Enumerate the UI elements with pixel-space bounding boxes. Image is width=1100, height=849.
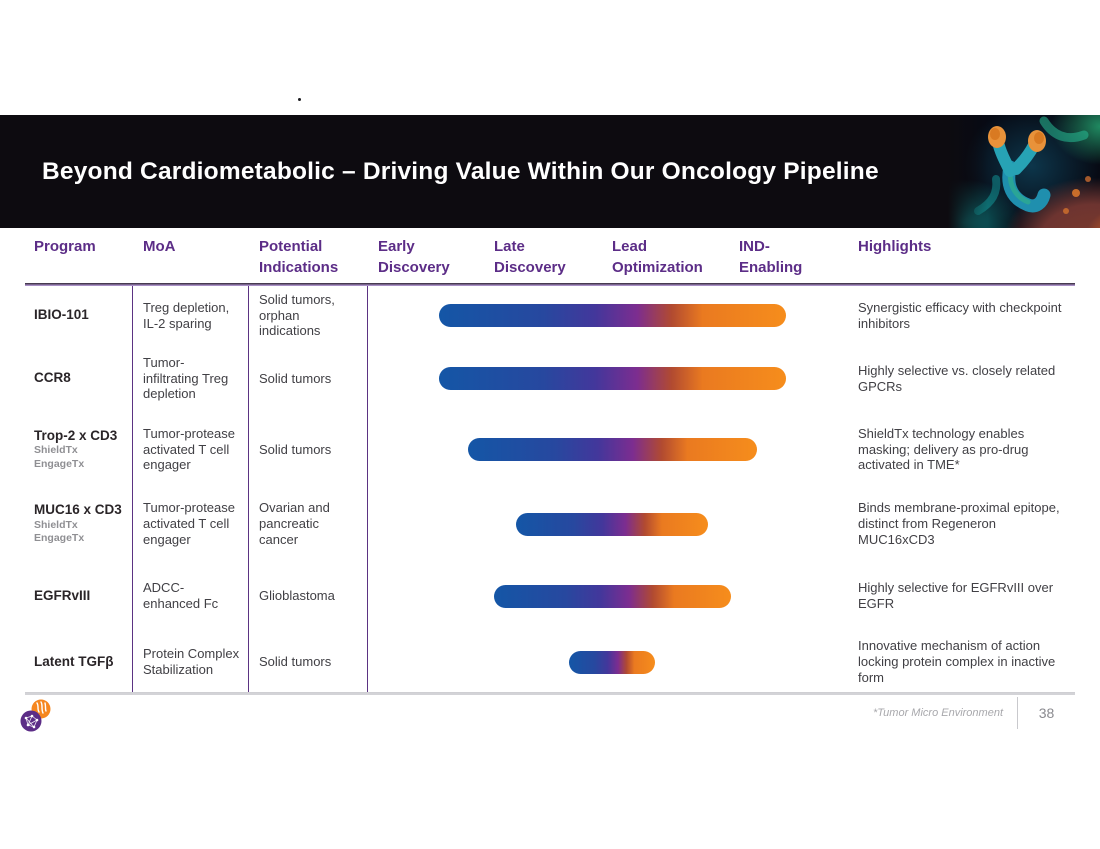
table-row: EGFRvIII ADCC-enhanced Fc Glioblastoma H… [25,561,1075,631]
program-tags: ShieldTx EngageTx [34,519,124,546]
program-cell: EGFRvIII [25,561,133,631]
program-cell: CCR8 [25,345,133,412]
table-header-row: Program MoA Potential Indications Early … [25,228,1075,278]
table-bottom-rule [25,693,1075,695]
highlight-cell: Highly selective vs. closely related GPC… [858,362,1056,394]
program-cell: IBIO-101 [25,286,133,345]
column-header-program: Program [34,238,96,255]
indications-cell: Glioblastoma [249,561,368,631]
indications-cell: Solid tumors [249,631,368,693]
progress-bar [493,584,731,608]
progress-bar [516,512,708,536]
moa-cell: Treg depletion, IL-2 sparing [133,286,249,345]
program-cell: MUC16 x CD3 ShieldTx EngageTx [25,487,133,561]
program-cell: Trop-2 x CD3 ShieldTx EngageTx [25,412,133,487]
indications-cell: Ovarian and pancreatic cancer [249,487,368,561]
program-tag: ShieldTx [34,444,78,457]
table-row: Trop-2 x CD3 ShieldTx EngageTx Tumor-prot… [25,412,1075,487]
program-tag: EngageTx [34,457,85,470]
moa-cell: Tumor-protease activated T cell engager [133,412,249,487]
column-header-early-discovery: Early Discovery [378,238,450,276]
program-name: MUC16 x CD3 [34,502,122,518]
highlight-cell: Highly selective for EGFRvIII over EGFR [858,580,1054,611]
column-header-late-discovery: Late Discovery [494,238,566,276]
program-name: EGFRvIII [34,587,91,603]
stage-progress-cell [368,561,848,631]
footer-divider [1017,697,1018,729]
column-header-lead-optimization: Lead Optimization [612,238,703,276]
page-number: 38 [1038,705,1055,721]
antibody-icon [974,116,1091,215]
indications-cell: Solid tumors, orphan indications [249,286,368,345]
progress-bar [467,438,757,461]
progress-bar [438,304,786,327]
stage-progress-cell [368,412,848,487]
column-header-highlights: Highlights [858,238,932,255]
stray-period-mark [298,98,301,101]
image-fade [948,115,988,228]
moa-cell: Tumor-protease activated T cell engager [133,487,249,561]
program-name: CCR8 [34,370,71,386]
progress-bar [438,367,786,390]
footnote-text: *Tumor Micro Environment [873,707,1003,719]
highlight-cell: ShieldTx technology enables masking; del… [858,425,1029,473]
program-tag: EngageTx [34,532,85,545]
program-cell: Latent TGFβ [25,631,133,693]
stage-progress-cell [368,345,848,412]
program-name: Trop-2 x CD3 [34,427,118,443]
program-tag: ShieldTx [34,518,78,531]
column-header-moa: MoA [143,238,176,255]
column-header-indications: Potential Indications [259,238,339,276]
table-row: CCR8 Tumor-infiltrating Treg depletion S… [25,345,1075,412]
stage-progress-cell [368,286,848,345]
pipeline-rows: IBIO-101 Treg depletion, IL-2 sparing So… [25,286,1075,693]
highlight-cell: Binds membrane-proximal epitope, distinc… [858,500,1060,547]
table-row: IBIO-101 Treg depletion, IL-2 sparing So… [25,286,1075,345]
moa-cell: Tumor-infiltrating Treg depletion [133,345,249,412]
stage-progress-cell [368,631,848,693]
footer-row: *Tumor Micro Environment 38 [25,693,1075,733]
progress-bar [569,650,655,674]
stage-progress-cell [368,487,848,561]
title-band: Beyond Cardiometabolic – Driving Value W… [0,115,1100,228]
highlight-cell: Synergistic efficacy with checkpoint inh… [858,299,1062,331]
page-title: Beyond Cardiometabolic – Driving Value W… [42,157,879,185]
antibody-image [948,115,1100,228]
indications-cell: Solid tumors [249,412,368,487]
table-row: Latent TGFβ Protein Complex Stabilizatio… [25,631,1075,693]
slide-footer: *Tumor Micro Environment 38 [25,692,1075,733]
program-tags: ShieldTx EngageTx [34,444,124,471]
header-underline [25,283,1075,286]
column-header-ind-enabling: IND- Enabling [739,238,803,276]
indications-cell: Solid tumors [249,345,368,412]
pipeline-table: Program MoA Potential Indications Early … [25,228,1075,695]
highlight-cell: Innovative mechanism of action locking p… [858,638,1056,685]
program-name: Latent TGFβ [34,653,114,669]
program-name: IBIO-101 [34,307,89,323]
table-row: MUC16 x CD3 ShieldTx EngageTx Tumor-prote… [25,487,1075,561]
moa-cell: Protein Complex Stabilization [133,631,249,693]
company-logo-icon [20,699,51,732]
moa-cell: ADCC-enhanced Fc [133,561,249,631]
